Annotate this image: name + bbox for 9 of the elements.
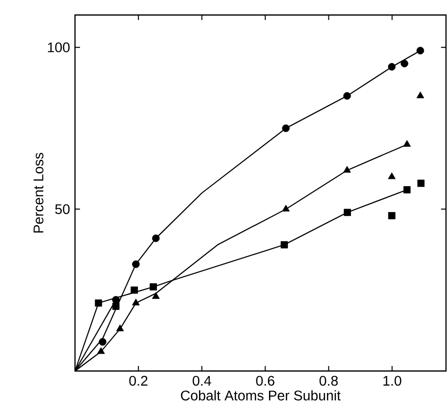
y-axis-title: Percent Loss	[34, 152, 44, 233]
y-tick-label: 100	[48, 42, 70, 52]
x-tick-label: 1.0	[383, 376, 402, 386]
x-tick-label: 0.6	[256, 376, 274, 386]
x-axis-title: Cobalt Atoms Per Subunit	[180, 390, 341, 400]
x-tick-label: 0.2	[129, 376, 148, 386]
x-tick-label: 0.4	[192, 376, 212, 386]
y-tick-label: 50	[55, 204, 70, 214]
x-tick-label: 0.8	[320, 376, 338, 386]
